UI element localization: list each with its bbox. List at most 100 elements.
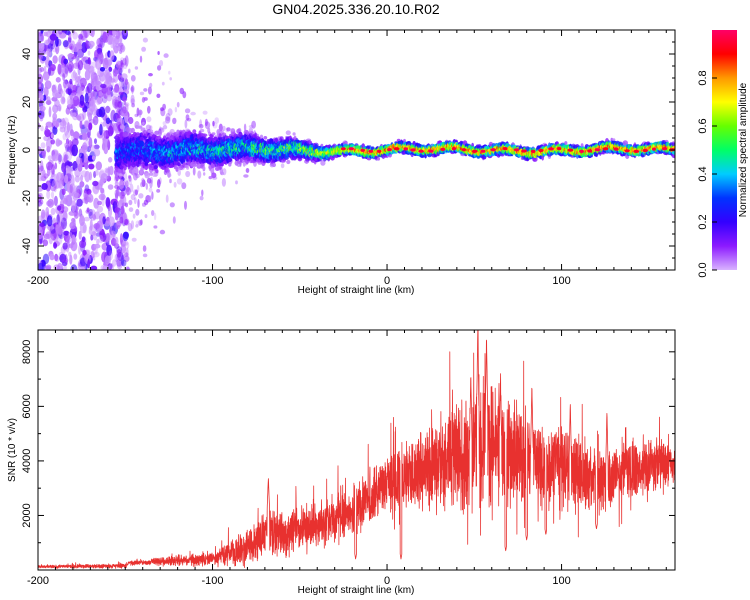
- spectrogram-noise-cell: [105, 117, 111, 125]
- spectrogram-noise-cell: [40, 125, 44, 132]
- spectrogram-scatter-cell: [145, 124, 152, 131]
- spectrogram-noise-cell: [66, 181, 71, 193]
- spectrogram-noise-cell: [70, 225, 78, 233]
- spectrogram-noise-cell: [71, 138, 79, 147]
- spectrogram-noise-cell: [72, 31, 78, 40]
- spectrogram-scatter-cell: [142, 253, 148, 258]
- spectrogram-scatter-cell: [153, 225, 158, 229]
- spectrogram-noise-cell: [108, 157, 113, 163]
- spectrogram-scatter-cell: [134, 189, 139, 196]
- spectrogram-scatter-cell: [124, 103, 129, 112]
- spectrogram-noise-cell: [89, 219, 93, 231]
- spectrogram-noise-cell: [50, 191, 55, 199]
- spectrogram-noise-cell: [38, 262, 44, 270]
- spectrogram-noise-cell: [112, 93, 119, 98]
- spectrogram-noise-cell: [55, 77, 61, 83]
- spectrogram-noise-cell: [59, 32, 67, 39]
- spectrogram-noise-cell: [93, 223, 100, 230]
- spectrogram-scatter-cell: [168, 70, 171, 75]
- spectrogram-scatter-cell: [172, 216, 176, 224]
- spectrogram-noise-cell: [93, 243, 101, 249]
- spectrogram-noise-cell: [84, 69, 91, 81]
- spectrogram-scatter-cell: [161, 81, 165, 86]
- spectrogram-noise-cell: [54, 99, 60, 108]
- spectrogram-noise-cell: [110, 80, 114, 89]
- spectrogram-noise-cell: [96, 238, 100, 245]
- spectrogram-noise-cell: [67, 231, 73, 240]
- spectrogram-scatter-cell: [149, 82, 153, 88]
- spectrogram-noise-cell: [62, 197, 68, 204]
- spectrogram-noise-cell: [77, 113, 85, 122]
- spectrogram-noise-cell: [39, 94, 44, 101]
- spectrogram-noise-cell: [39, 105, 46, 112]
- spectrogram-scatter-cell: [245, 168, 250, 173]
- spectrogram-scatter-cell: [201, 189, 204, 197]
- spectrogram-noise-cell: [46, 200, 53, 207]
- spectrogram-noise-cell: [106, 175, 112, 182]
- spectrogram-noise-cell: [50, 178, 56, 187]
- spectrogram-noise-cell: [50, 132, 55, 139]
- spectrogram-scatter-cell: [147, 105, 151, 114]
- spectrogram-scatter-cell: [115, 31, 120, 40]
- spectrogram-scatter-cell: [146, 116, 152, 123]
- spectrogram-noise-cell: [100, 264, 108, 270]
- spectrogram-noise-cell: [67, 63, 73, 74]
- spectrogram-band-cell: [242, 161, 246, 167]
- spectrogram-band-cell: [131, 169, 136, 174]
- spectrogram-scatter-cell: [202, 110, 208, 115]
- spectrogram-noise-cell: [55, 235, 63, 246]
- spectrogram-band-cell: [272, 162, 276, 168]
- spectrogram-noise-cell: [84, 92, 89, 104]
- spectrogram-noise-cell: [46, 190, 51, 200]
- spectrogram-scatter-cell: [212, 120, 215, 127]
- spectrogram-noise-cell: [88, 229, 93, 235]
- spectrogram-scatter-cell: [127, 223, 133, 232]
- spectrogram-noise-cell: [62, 242, 68, 250]
- spectrogram-noise-cell: [70, 95, 74, 108]
- spectrogram-scatter-cell: [139, 55, 143, 63]
- spectrogram-noise-cell: [107, 166, 111, 177]
- spectrogram-noise-cell: [101, 129, 107, 142]
- spectrogram-noise-cell: [60, 217, 68, 230]
- spectrogram-scatter-cell: [157, 65, 162, 71]
- spectrogram-scatter-cell: [165, 116, 171, 124]
- spectrogram-noise-cell: [70, 92, 75, 99]
- spectrogram-noise-cell: [84, 63, 91, 71]
- spectrogram-noise-cell: [85, 39, 89, 49]
- spectrogram-noise-cell: [108, 66, 113, 72]
- spectrogram-scatter-cell: [124, 78, 129, 86]
- spectrogram-noise-cell: [42, 94, 47, 102]
- spectrogram-noise-cell: [95, 80, 103, 92]
- spectrogram-scatter-cell: [153, 212, 157, 221]
- spectrogram-scatter-cell: [133, 189, 138, 197]
- spectrogram-noise-cell: [65, 87, 73, 95]
- spectrogram-noise-cell: [84, 170, 91, 183]
- spectrogram-scatter-cell: [114, 207, 121, 213]
- spectrogram-noise-cell: [75, 55, 80, 63]
- spectrogram-scatter-cell: [119, 213, 123, 219]
- spectrogram-scatter-cell: [214, 117, 219, 124]
- spectrogram-scatter-cell: [157, 51, 160, 55]
- spectrogram-scatter-cell: [185, 114, 190, 121]
- spectrogram-noise-cell: [107, 205, 113, 218]
- spectrogram-noise-cell: [80, 124, 88, 136]
- spectrogram-noise-cell: [42, 149, 46, 159]
- spectrogram-noise-cell: [47, 155, 53, 161]
- spectrogram-scatter-cell: [115, 221, 120, 230]
- spectrogram-scatter-cell: [116, 68, 120, 74]
- spectrogram-noise-cell: [95, 161, 103, 171]
- spectrogram-noise-cell: [109, 37, 114, 42]
- spectrogram-noise-cell: [102, 31, 107, 43]
- spectrogram-scatter-cell: [114, 207, 119, 211]
- spectrogram-noise-cell: [124, 55, 129, 67]
- spectrogram-scatter-cell: [184, 200, 187, 210]
- spectrogram-noise-cell: [88, 40, 95, 48]
- spectrogram-scatter-cell: [160, 107, 164, 112]
- spectrogram-noise-cell: [79, 94, 85, 107]
- spectrogram-noise-cell: [88, 100, 96, 113]
- spectrogram-heatmap: [38, 30, 675, 270]
- spectrogram-noise-cell: [61, 188, 66, 196]
- spectrogram-noise-cell: [60, 172, 65, 181]
- spectrogram-noise-cell: [44, 129, 51, 138]
